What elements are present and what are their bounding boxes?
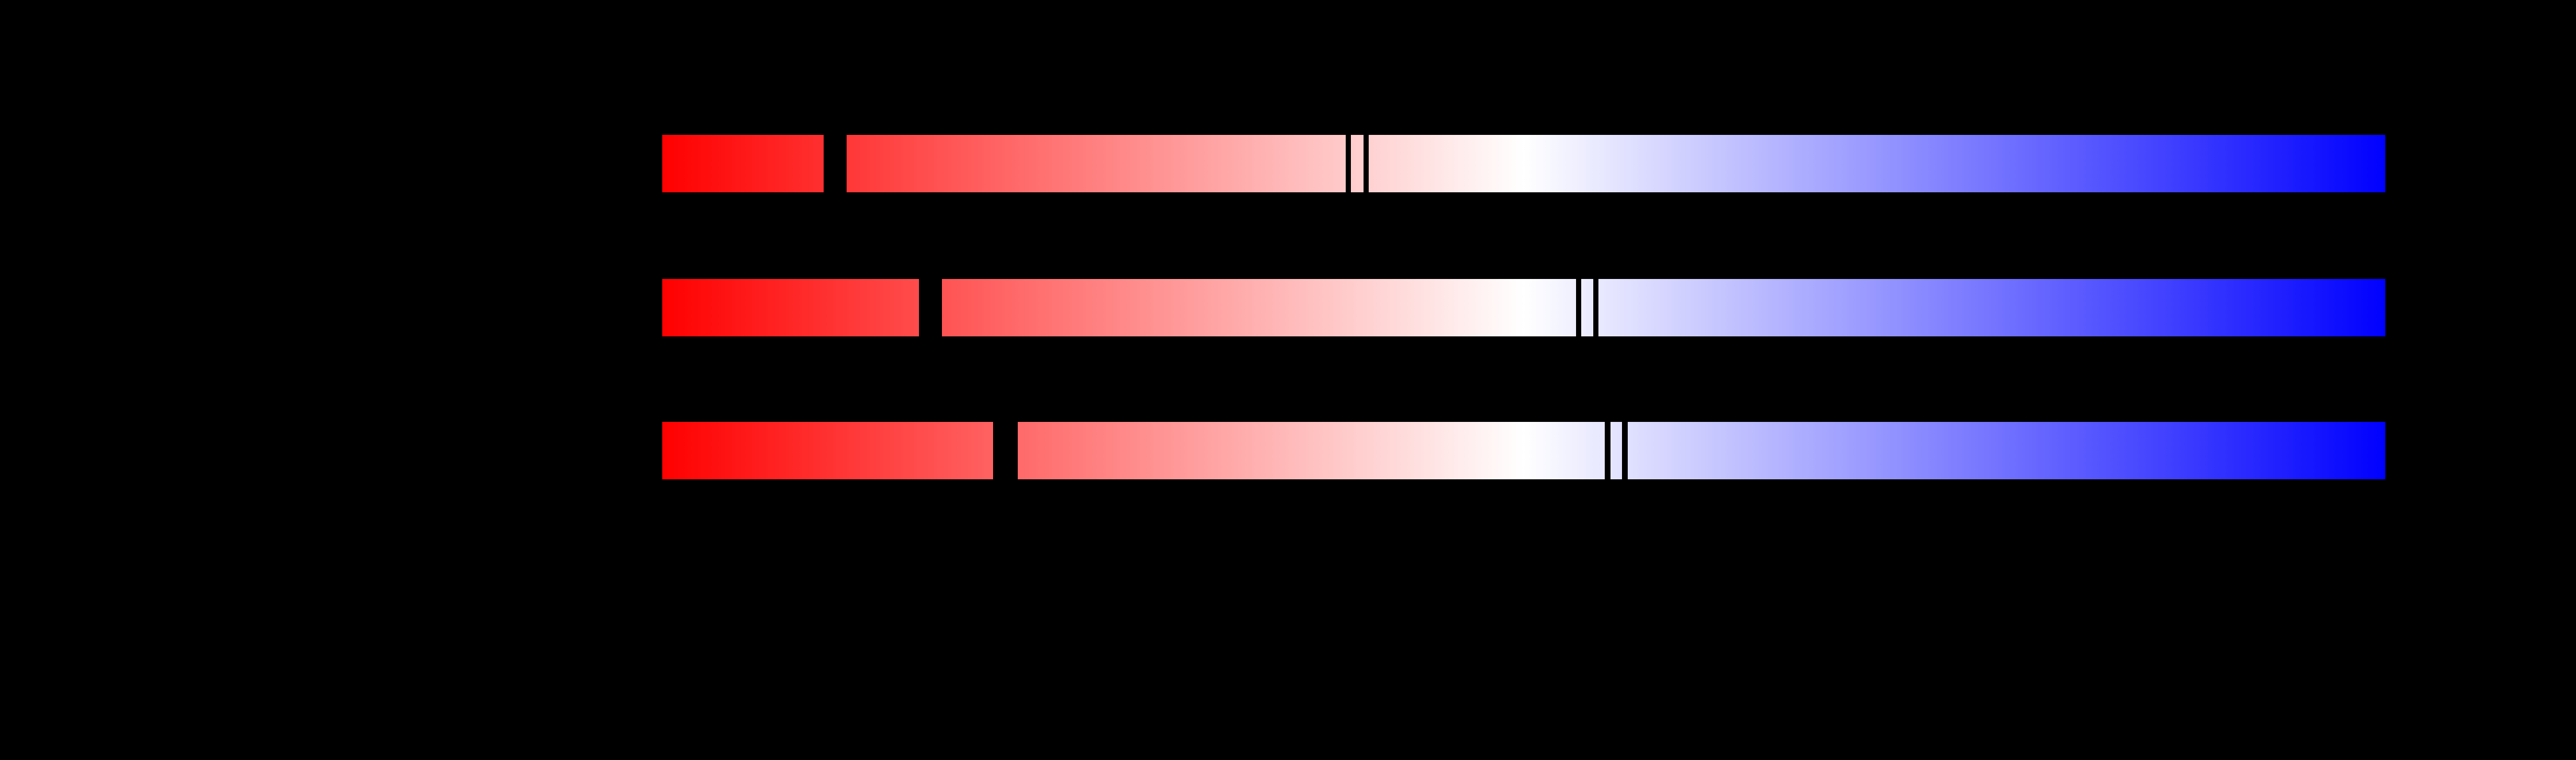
segment-divider-1-3: [1364, 135, 1369, 192]
segment-divider-3-2: [1605, 422, 1611, 479]
gradient-bar-row-1: [662, 135, 2385, 192]
segment-divider-2-3: [1593, 279, 1598, 336]
segment-divider-1-1: [824, 135, 847, 192]
segment-divider-1-2: [1346, 135, 1351, 192]
segment-divider-3-1: [993, 422, 1018, 479]
segment-divider-2-1: [919, 279, 942, 336]
segment-divider-2-2: [1576, 279, 1581, 336]
segment-divider-3-3: [1622, 422, 1628, 479]
gradient-bar-row-2: [662, 279, 2385, 336]
gradient-bar-row-3: [662, 422, 2385, 479]
